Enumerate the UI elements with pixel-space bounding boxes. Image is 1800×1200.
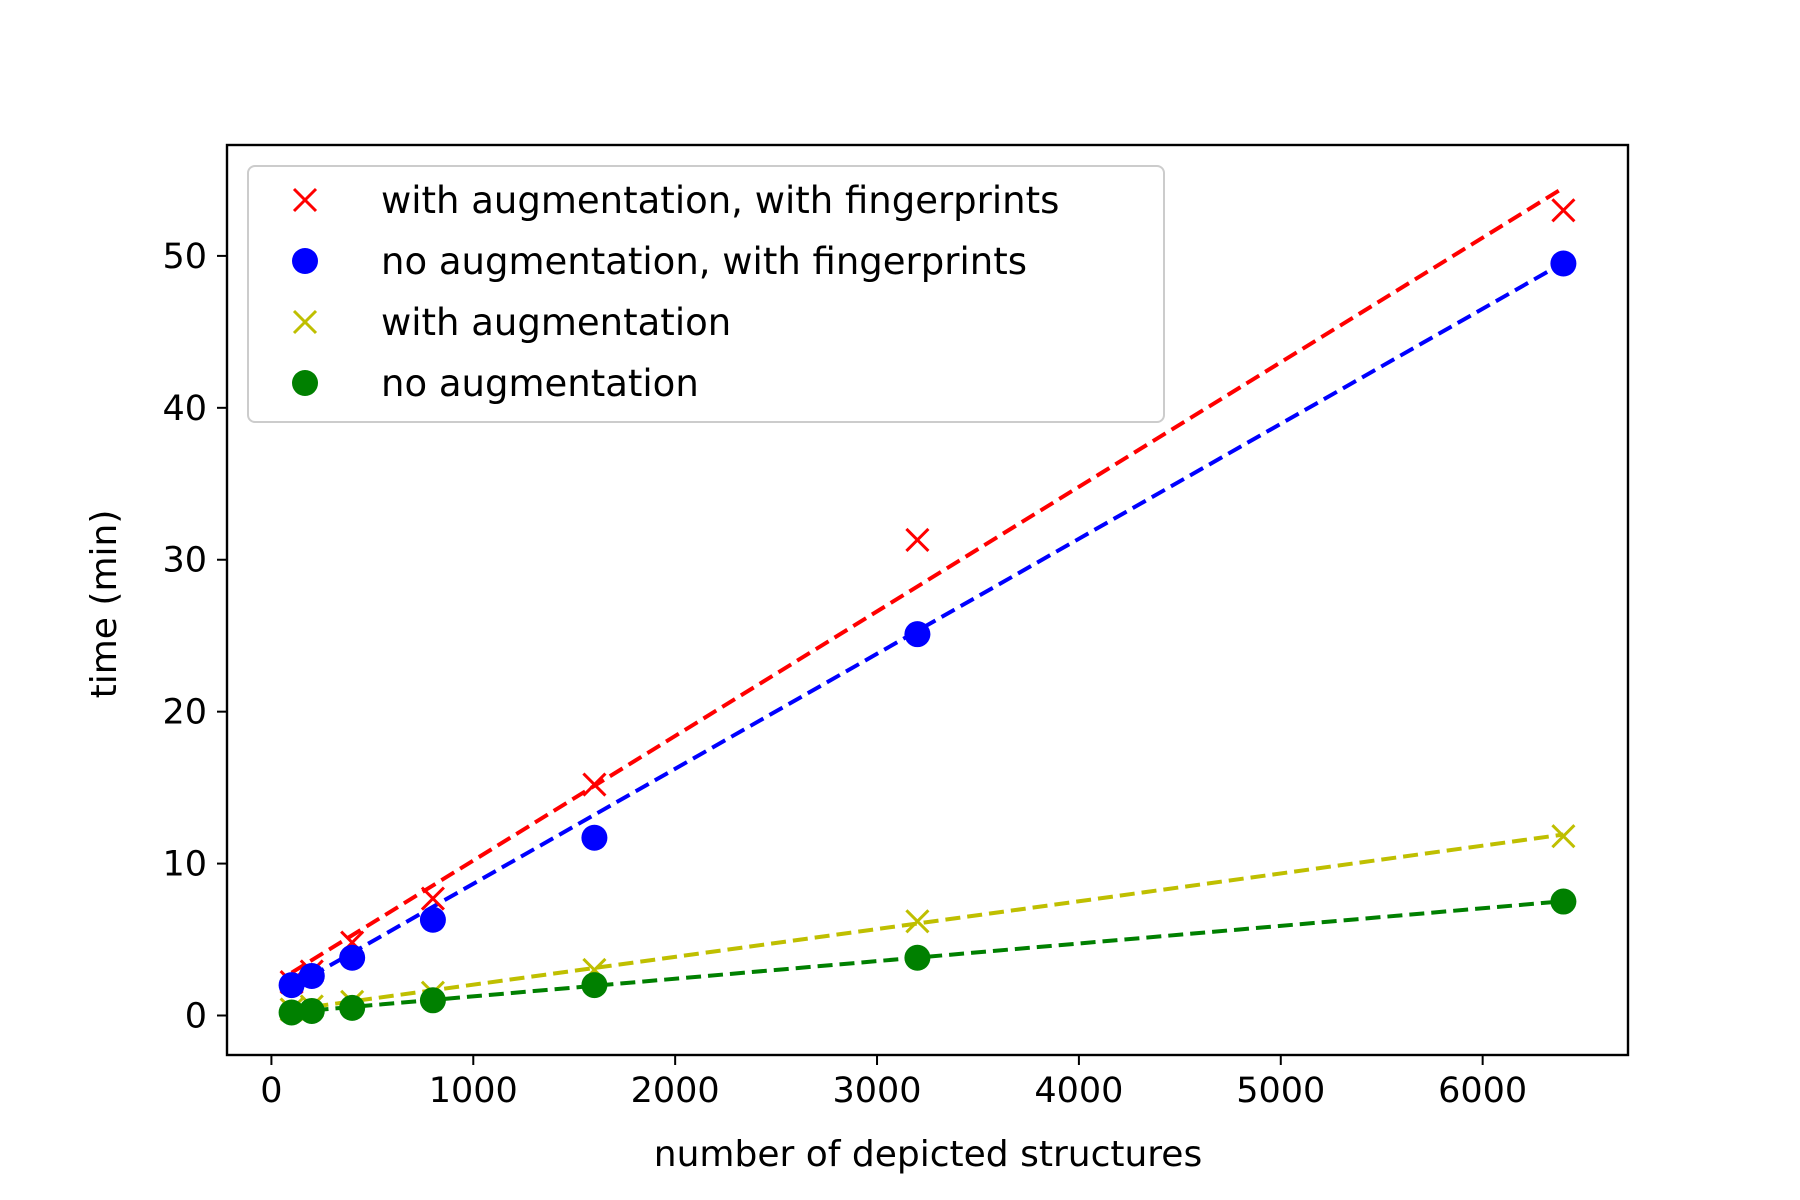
x-tick-label-5000: 5000 bbox=[1236, 1071, 1325, 1111]
data-point-s4-7 bbox=[1550, 888, 1577, 915]
axes-frame bbox=[225, 143, 1630, 1057]
data-point-s1-7 bbox=[1551, 198, 1576, 223]
axes: 0 1000 2000 3000 4000 5000 6000 0 10 20 30 40 50 bbox=[162, 143, 1630, 1111]
y-tick-label-20: 20 bbox=[162, 693, 207, 733]
trend-line-1 bbox=[290, 186, 1565, 975]
legend-label-2: no augmentation, with fingerprints bbox=[381, 240, 1027, 283]
data-point-s2-4 bbox=[419, 906, 446, 933]
legend-item-3: with augmentation bbox=[292, 301, 731, 344]
legend-label-3: with augmentation bbox=[381, 301, 731, 344]
data-point-s1-4-stroke-b bbox=[420, 886, 445, 911]
data-point-s2-7 bbox=[1550, 250, 1577, 277]
legend-label-1: with augmentation, with fingerprints bbox=[381, 179, 1059, 222]
legend-marker-1 bbox=[292, 187, 318, 213]
data-point-s3-7 bbox=[1551, 824, 1576, 849]
y-axis-label: time (min) bbox=[84, 510, 125, 699]
plot-area bbox=[278, 186, 1577, 1026]
y-tick-label-10: 10 bbox=[162, 845, 207, 885]
x-tick-label-2000: 2000 bbox=[631, 1071, 720, 1111]
data-point-s3-6 bbox=[905, 909, 930, 934]
legend-marker-2 bbox=[292, 248, 318, 274]
data-point-s3-6-stroke-b bbox=[905, 909, 930, 934]
plot-inner bbox=[278, 186, 1577, 1026]
legend-marker-3 bbox=[292, 309, 318, 335]
data-point-s4-5 bbox=[581, 972, 608, 999]
legend-item-2: no augmentation, with fingerprints bbox=[292, 240, 1027, 283]
y-tick-label-50: 50 bbox=[162, 237, 207, 277]
legend-item-1: with augmentation, with fingerprints bbox=[292, 179, 1059, 222]
y-tick-label-40: 40 bbox=[162, 389, 207, 429]
data-point-s1-5-stroke-b bbox=[582, 772, 607, 797]
data-point-s4-2 bbox=[298, 997, 325, 1024]
y-tick-label-0: 0 bbox=[185, 997, 207, 1037]
trend-line-2 bbox=[290, 261, 1565, 990]
data-point-s4-6 bbox=[904, 944, 931, 971]
data-point-s1-6-stroke-b bbox=[905, 527, 930, 553]
legend-marker-1-stroke-b bbox=[292, 187, 318, 213]
data-point-s1-7-stroke-b bbox=[1551, 198, 1576, 223]
x-axis-label: number of depicted structures bbox=[654, 1134, 1202, 1175]
y-tick-label-30: 30 bbox=[162, 541, 207, 581]
data-point-s3-7-stroke-b bbox=[1551, 824, 1576, 849]
legend-marker-4 bbox=[292, 370, 318, 396]
data-point-s2-6 bbox=[904, 621, 931, 648]
legend-marker-3-stroke-b bbox=[292, 309, 318, 335]
x-tick-label-0: 0 bbox=[260, 1071, 282, 1111]
legend-box bbox=[247, 165, 1165, 423]
legend-label-4: no augmentation bbox=[381, 362, 699, 405]
data-point-s2-1 bbox=[278, 972, 305, 999]
data-point-s2-3 bbox=[339, 944, 366, 971]
data-point-s2-5 bbox=[581, 824, 608, 851]
x-tick-label-3000: 3000 bbox=[832, 1071, 921, 1111]
data-point-s4-3 bbox=[339, 994, 366, 1021]
data-point-s1-4 bbox=[420, 886, 445, 911]
data-point-s4-1 bbox=[278, 999, 305, 1026]
trend-line-3 bbox=[291, 832, 1564, 1012]
legend: with augmentation, with fingerprints no a… bbox=[247, 165, 1165, 423]
legend-item-4: no augmentation bbox=[292, 362, 699, 405]
x-tick-label-1000: 1000 bbox=[429, 1071, 518, 1111]
x-tick-label-6000: 6000 bbox=[1438, 1071, 1527, 1111]
data-point-s1-5 bbox=[582, 772, 607, 797]
data-point-s4-4 bbox=[419, 987, 446, 1014]
data-point-s2-2 bbox=[298, 963, 325, 990]
x-tick-label-4000: 4000 bbox=[1034, 1071, 1123, 1111]
data-point-s1-6 bbox=[905, 527, 930, 553]
